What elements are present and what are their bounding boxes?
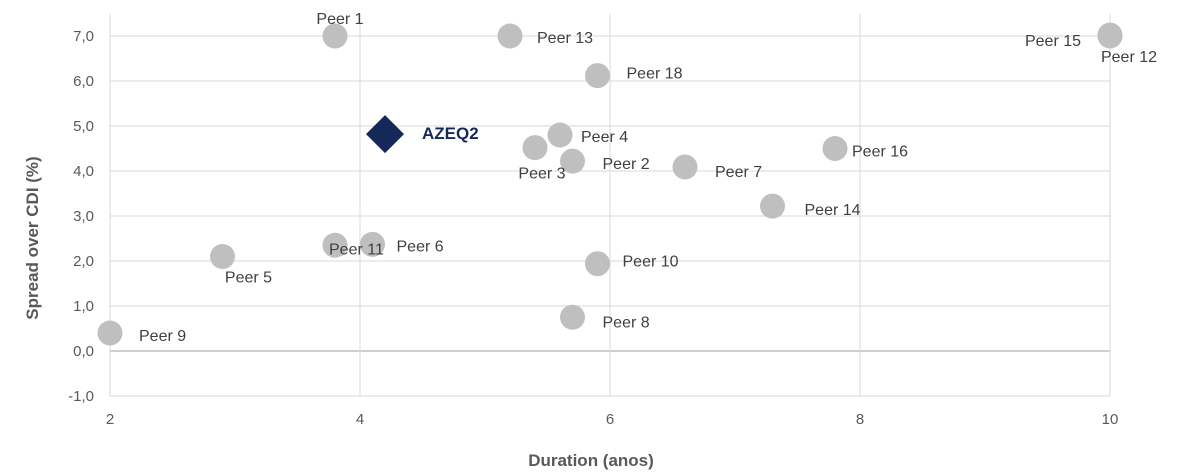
- x-tick-label: 4: [356, 411, 364, 428]
- tick-labels: -1,0 0,0 1,0 2,0 3,0 4,0 5,0 6,0 7,0 2 4 6 8 10: [68, 28, 1118, 428]
- label-peer-9: Peer 9: [139, 328, 186, 345]
- label-peer-11: Peer 11: [329, 241, 384, 258]
- y-tick-label: 5,0: [73, 118, 94, 135]
- grid-lines: [109, 14, 1111, 397]
- label-peer-14: Peer 14: [805, 202, 861, 219]
- point-peer-1: [322, 23, 348, 49]
- point-peer-13: [497, 23, 523, 49]
- point-peer-7: [672, 154, 698, 180]
- point-peer-10: [585, 251, 610, 277]
- label-peer-4: Peer 4: [581, 129, 628, 146]
- label-peer-1: Peer 1: [316, 11, 363, 28]
- point-peer-8: [560, 304, 585, 330]
- label-peer-5: Peer 5: [225, 270, 272, 287]
- point-peer-16: [822, 136, 848, 161]
- y-tick-label: 7,0: [73, 28, 94, 45]
- y-axis-title: Spread over CDI (%): [23, 156, 42, 319]
- x-axis-title: Duration (anos): [528, 451, 654, 470]
- label-peer-7: Peer 7: [715, 164, 762, 181]
- y-tick-label: 0,0: [73, 343, 94, 360]
- point-peer-2: [560, 148, 585, 174]
- y-tick-label: 1,0: [73, 298, 94, 315]
- y-tick-label: 4,0: [73, 163, 94, 180]
- label-peer-18: Peer 18: [627, 66, 683, 83]
- y-tick-label: 6,0: [73, 73, 94, 90]
- label-peer-8: Peer 8: [603, 314, 650, 331]
- label-peer-16: Peer 16: [852, 144, 908, 161]
- point-peer-5: [210, 244, 235, 269]
- point-peer-14: [760, 193, 785, 219]
- point-peer-18: [585, 63, 610, 89]
- label-peer-2: Peer 2: [603, 156, 650, 173]
- point-peer-15: [1097, 23, 1123, 49]
- x-tick-label: 2: [106, 411, 114, 428]
- x-tick-label: 10: [1102, 411, 1119, 428]
- point-peer-6: [360, 231, 385, 257]
- y-tick-label: -1,0: [68, 388, 94, 405]
- x-tick-label: 8: [856, 411, 864, 428]
- label-peer-12: Peer 12: [1101, 49, 1157, 66]
- y-tick-label: 3,0: [73, 208, 94, 225]
- label-peer-10: Peer 10: [623, 254, 679, 271]
- point-peer-11: [322, 232, 348, 258]
- label-azeq2: AZEQ2: [422, 124, 479, 143]
- label-peer-3: Peer 3: [518, 166, 565, 183]
- point-peer-3: [522, 135, 548, 161]
- point-peer-9: [97, 320, 123, 346]
- label-peer-6: Peer 6: [397, 238, 444, 255]
- label-peer-15: Peer 15: [1025, 33, 1081, 50]
- highlight-group: AZEQ2: [366, 115, 479, 154]
- x-tick-label: 6: [606, 411, 614, 428]
- point-labels: Peer 1 Peer 2 Peer 3 Peer 4 Peer 5 Peer 6 Peer…: [139, 11, 1157, 345]
- y-tick-label: 2,0: [73, 253, 94, 270]
- peer-points: [97, 22, 1123, 346]
- point-peer-4: [547, 122, 573, 148]
- label-peer-13: Peer 13: [537, 30, 593, 47]
- point-azeq2: [366, 115, 404, 154]
